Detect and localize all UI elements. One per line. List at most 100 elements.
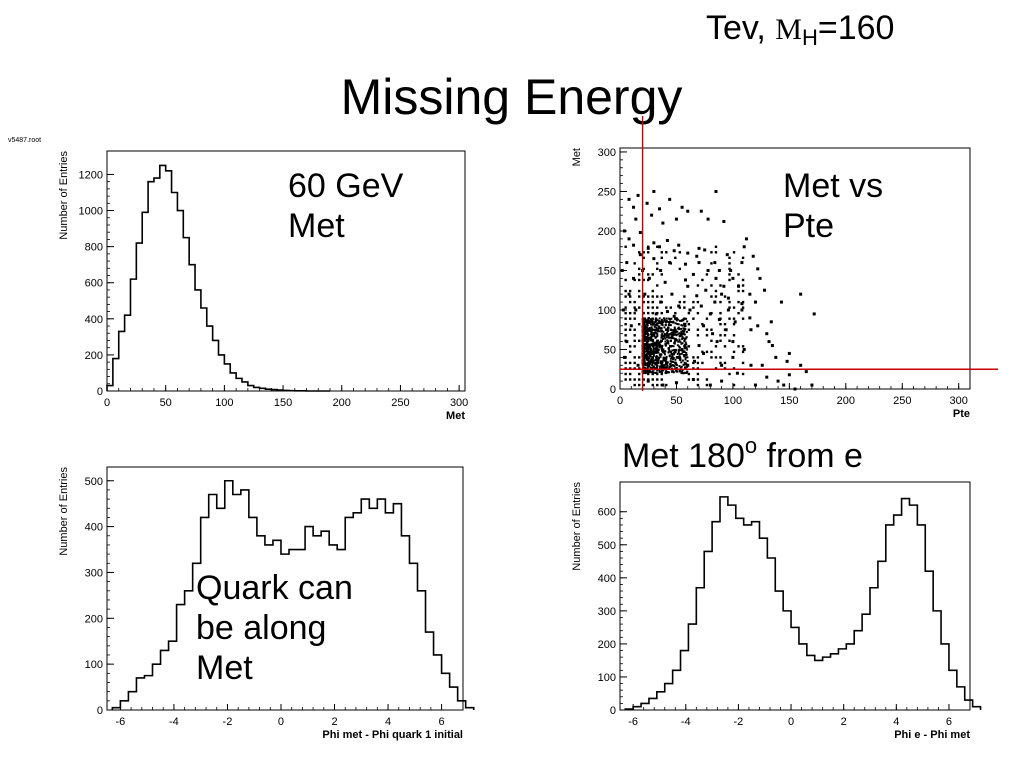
scatter-point — [642, 317, 645, 320]
scatter-point — [628, 345, 632, 348]
scatter-point — [646, 324, 649, 327]
scatter-point — [710, 251, 713, 254]
scatter-point — [669, 324, 672, 327]
scatter-point — [704, 288, 708, 292]
scatter-point — [661, 360, 664, 363]
scatter-point — [660, 335, 663, 338]
scatter-point — [710, 350, 713, 354]
scatter-point — [656, 295, 659, 298]
scatter-point — [661, 383, 665, 387]
scatter-point — [649, 346, 652, 349]
scatter-point — [678, 338, 681, 341]
corner-subscript: H — [801, 25, 818, 50]
scatter-point — [643, 347, 646, 350]
scatter-point — [644, 353, 647, 356]
scatter-point — [633, 345, 636, 348]
scatter-point — [637, 367, 641, 370]
scatter-point — [644, 366, 647, 369]
scatter-point — [647, 276, 651, 280]
scatter-point — [676, 352, 679, 355]
scatter-point — [799, 292, 803, 296]
scatter-point — [673, 349, 676, 352]
scatter-point — [637, 383, 641, 387]
scatter-point — [651, 371, 654, 374]
scatter-point — [628, 372, 632, 376]
note-met-vs-pte: Met vs Pte — [783, 166, 883, 246]
scatter-point — [726, 296, 730, 300]
scatter-point — [668, 355, 671, 358]
y-tick-label: 300 — [85, 567, 103, 579]
scatter-point — [677, 243, 681, 247]
scatter-point — [663, 359, 666, 362]
scatter-point — [655, 371, 658, 374]
scatter-point — [685, 330, 688, 333]
scatter-point — [701, 278, 704, 282]
scatter-point — [633, 300, 636, 304]
scatter-point — [633, 356, 636, 359]
scatter-point — [713, 261, 717, 265]
scatter-point — [705, 317, 709, 320]
scatter-point — [655, 366, 658, 369]
scatter-point — [719, 300, 722, 304]
scatter-point — [653, 325, 656, 328]
scatter-point — [714, 356, 718, 359]
scatter-point — [665, 251, 668, 254]
scatter-point — [687, 328, 691, 331]
scatter-point — [722, 219, 726, 223]
scatter-point — [643, 350, 646, 353]
scatter-point — [672, 329, 675, 332]
scatter-point — [632, 243, 636, 247]
scatter-point — [671, 337, 674, 340]
scatter-point — [682, 372, 685, 375]
scatter-point — [670, 360, 673, 363]
scatter-point — [620, 268, 624, 272]
scatter-point — [678, 356, 682, 359]
scatter-point — [684, 341, 687, 344]
scatter-point — [649, 359, 652, 362]
scatter-point — [625, 340, 629, 344]
scatter-point — [728, 267, 731, 271]
scatter-point — [680, 365, 683, 368]
scatter-point — [667, 320, 670, 323]
scatter-point — [651, 295, 654, 298]
scatter-point — [643, 321, 646, 324]
scatter-point — [684, 371, 687, 374]
scatter-point — [644, 346, 647, 349]
scatter-point — [651, 352, 654, 355]
scatter-point — [650, 343, 653, 346]
scatter-point — [776, 379, 780, 383]
scatter-point — [651, 273, 654, 276]
scatter-point — [665, 355, 668, 358]
scatter-point — [637, 251, 641, 254]
scatter-point — [719, 339, 722, 342]
scatter-point — [628, 367, 632, 370]
scatter-point — [651, 334, 654, 337]
scatter-point — [661, 333, 664, 336]
scatter-point — [682, 327, 685, 330]
scatter-point — [644, 328, 647, 331]
scatter-point — [647, 348, 650, 351]
scatter-point — [672, 249, 676, 253]
scatter-point — [624, 323, 627, 326]
scatter-point — [659, 268, 663, 272]
scatter-point — [669, 306, 673, 309]
scatter-point — [655, 342, 658, 345]
scatter-point — [682, 354, 685, 357]
scatter-point — [645, 371, 648, 374]
scatter-point — [696, 372, 700, 376]
scatter-point — [653, 333, 656, 336]
x-tick-label: 6 — [439, 716, 445, 728]
scatter-point — [705, 383, 709, 387]
scatter-point — [659, 321, 662, 324]
scatter-point — [667, 333, 670, 336]
y-tick-label: 400 — [85, 314, 103, 326]
scatter-point — [628, 300, 632, 304]
scatter-point — [732, 323, 736, 326]
scatter-point — [696, 328, 700, 331]
scatter-point — [647, 311, 650, 315]
scatter-point — [668, 336, 671, 339]
scatter-point — [651, 345, 654, 348]
scatter-point — [675, 369, 678, 372]
scatter-point — [676, 333, 679, 336]
scatter-point — [680, 372, 683, 375]
